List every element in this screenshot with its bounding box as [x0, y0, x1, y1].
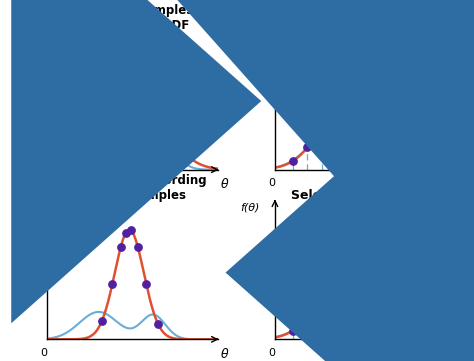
Point	[332, 91, 340, 97]
Text: 0: 0	[268, 348, 275, 358]
Text: 0: 0	[40, 348, 47, 358]
Text: θ: θ	[458, 178, 466, 191]
Point	[354, 231, 362, 237]
Point	[163, 121, 171, 127]
Point	[109, 282, 116, 287]
Point	[117, 244, 125, 250]
Title: Evaluate Samples: Evaluate Samples	[302, 19, 428, 32]
Point	[318, 121, 326, 127]
Point	[98, 318, 106, 323]
Point	[134, 244, 142, 250]
Point	[74, 144, 82, 150]
Point	[383, 91, 391, 97]
Point	[136, 67, 143, 73]
Point	[88, 121, 96, 127]
Point	[354, 61, 362, 67]
Point	[122, 61, 130, 67]
Title: Generate samples
according to PDF: Generate samples according to PDF	[73, 4, 193, 32]
Text: f(θ): f(θ)	[14, 202, 33, 212]
Point	[318, 291, 326, 296]
Point	[143, 282, 150, 287]
Text: θ: θ	[221, 348, 228, 361]
Point	[112, 71, 119, 77]
Point	[303, 314, 311, 320]
Text: 0: 0	[40, 178, 47, 188]
Point	[303, 144, 311, 150]
Point	[149, 91, 157, 97]
Text: θ: θ	[458, 348, 466, 361]
Text: f(θ): f(θ)	[240, 202, 259, 212]
Point	[343, 71, 351, 77]
Text: f(θ): f(θ)	[14, 32, 33, 43]
Point	[289, 158, 297, 164]
Point	[61, 158, 68, 164]
Point	[289, 328, 297, 334]
Title: Select Elite  Samples: Select Elite Samples	[292, 189, 438, 202]
Ellipse shape	[388, 300, 424, 334]
Point	[368, 236, 376, 242]
Point	[397, 121, 405, 127]
Title: Update PDF according
to elite samples: Update PDF according to elite samples	[59, 174, 207, 202]
Point	[332, 261, 340, 266]
Point	[368, 67, 376, 73]
Point	[397, 291, 405, 296]
Point	[177, 144, 184, 150]
Text: f(θ): f(θ)	[240, 32, 259, 43]
Point	[101, 91, 109, 97]
Point	[383, 261, 391, 266]
Text: 0: 0	[268, 178, 275, 188]
Point	[411, 144, 419, 150]
Point	[411, 314, 419, 320]
Text: θ: θ	[221, 178, 228, 191]
Point	[343, 241, 351, 247]
Point	[127, 227, 135, 233]
Point	[122, 230, 130, 235]
Point	[155, 322, 162, 327]
